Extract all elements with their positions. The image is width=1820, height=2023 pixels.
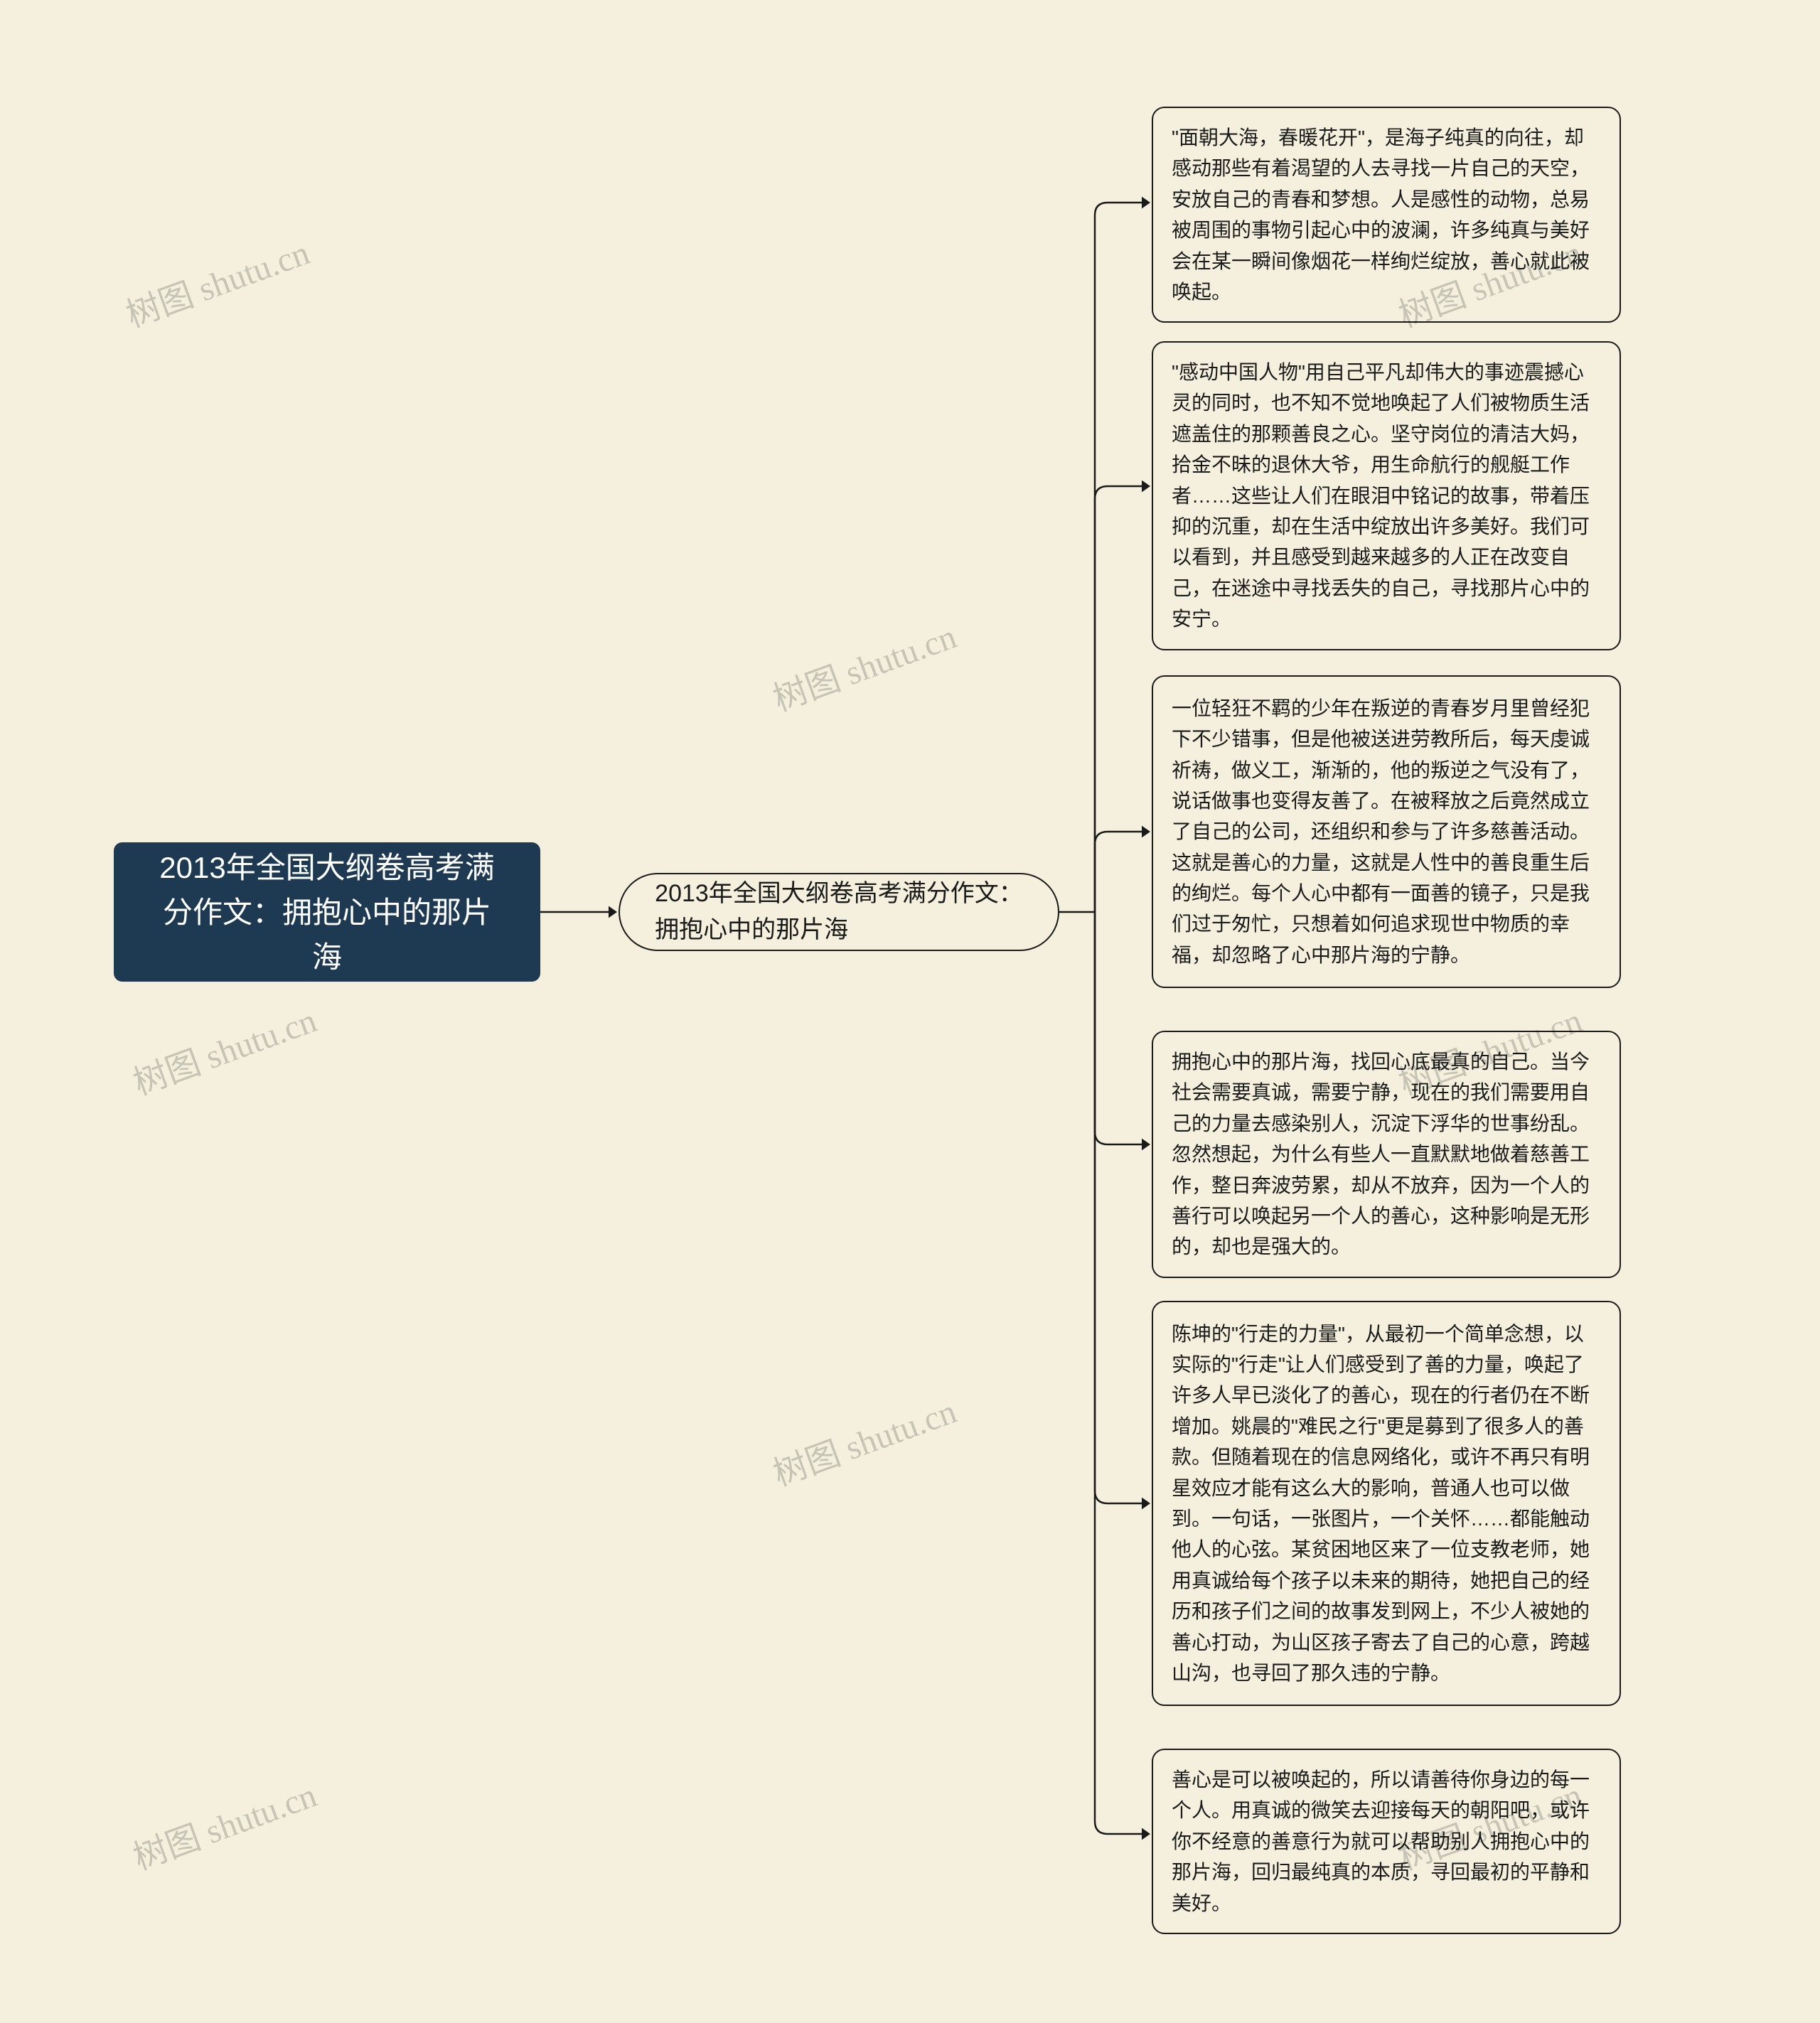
leaf-node-4[interactable]: 陈坤的"行走的力量"，从最初一个简单念想，以实际的"行走"让人们感受到了善的力量… [1152, 1301, 1621, 1706]
leaf-node-3[interactable]: 拥抱心中的那片海，找回心底最真的自己。当今社会需要真诚，需要宁静，现在的我们需要… [1152, 1031, 1621, 1278]
mindmap-canvas: 2013年全国大纲卷高考满 分作文：拥抱心中的那片 海 2013年全国大纲卷高考… [0, 0, 1820, 2023]
leaf-node-5[interactable]: 善心是可以被唤起的，所以请善待你身边的每一个人。用真诚的微笑去迎接每天的朝阳吧，… [1152, 1749, 1621, 1934]
leaf-node-2[interactable]: 一位轻狂不羁的少年在叛逆的青春岁月里曾经犯下不少错事，但是他被送进劳教所后，每天… [1152, 675, 1621, 988]
watermark: 树图 shutu.cn [125, 1767, 322, 1879]
leaf-node-0[interactable]: "面朝大海，春暖花开"，是海子纯真的向往，却感动那些有着渴望的人去寻找一片自己的… [1152, 107, 1621, 323]
root-node[interactable]: 2013年全国大纲卷高考满 分作文：拥抱心中的那片 海 [114, 842, 540, 982]
mid-node[interactable]: 2013年全国大纲卷高考满分作文： 拥抱心中的那片海 [619, 873, 1059, 951]
watermark: 树图 shutu.cn [765, 1383, 962, 1496]
watermark: 树图 shutu.cn [118, 225, 315, 337]
leaf-node-1[interactable]: "感动中国人物"用自己平凡却伟大的事迹震撼心灵的同时，也不知不觉地唤起了人们被物… [1152, 341, 1621, 650]
watermark: 树图 shutu.cn [125, 992, 322, 1105]
watermark: 树图 shutu.cn [765, 608, 962, 721]
